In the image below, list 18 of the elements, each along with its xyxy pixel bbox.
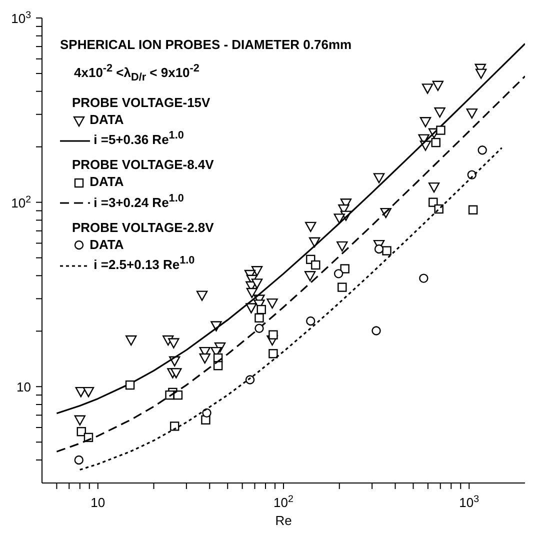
y-tick-label: 10$^{3}$ — [11, 10, 31, 26]
x-tick-label: 10 — [90, 495, 106, 510]
text: 4x10$^{-2}$ <λ$_{D/r}$ < 9x10$^{-2}$ — [74, 63, 200, 84]
y-tick-label: 10 — [16, 380, 31, 395]
legend-label: DATA — [90, 112, 124, 127]
text: SPHERICAL ION PROBES - DIAMETER 0.76mm — [60, 37, 352, 52]
legend-label: DATA — [90, 174, 124, 190]
annotation: PROBE VOLTAGE-15V — [72, 95, 210, 110]
legend-label: DATA — [90, 236, 124, 252]
legend-label: i =5+0.36 Re$^{1.0}$ — [94, 130, 184, 148]
x-axis-title: Re — [275, 513, 292, 528]
y-tick-label: 10$^{2}$ — [11, 194, 31, 210]
x-tick-label: 10$^{2}$ — [274, 494, 294, 510]
legend-label: i =2.5+0.13 Re$^{1.0}$ — [94, 254, 195, 272]
legend-label: i =3+0.24 Re$^{1.0}$ — [94, 192, 184, 210]
annotation: PROBE VOLTAGE-8.4V — [72, 157, 214, 172]
annotation: PROBE VOLTAGE-2.8V — [72, 220, 214, 235]
x-tick-label: 10$^{3}$ — [459, 494, 480, 510]
